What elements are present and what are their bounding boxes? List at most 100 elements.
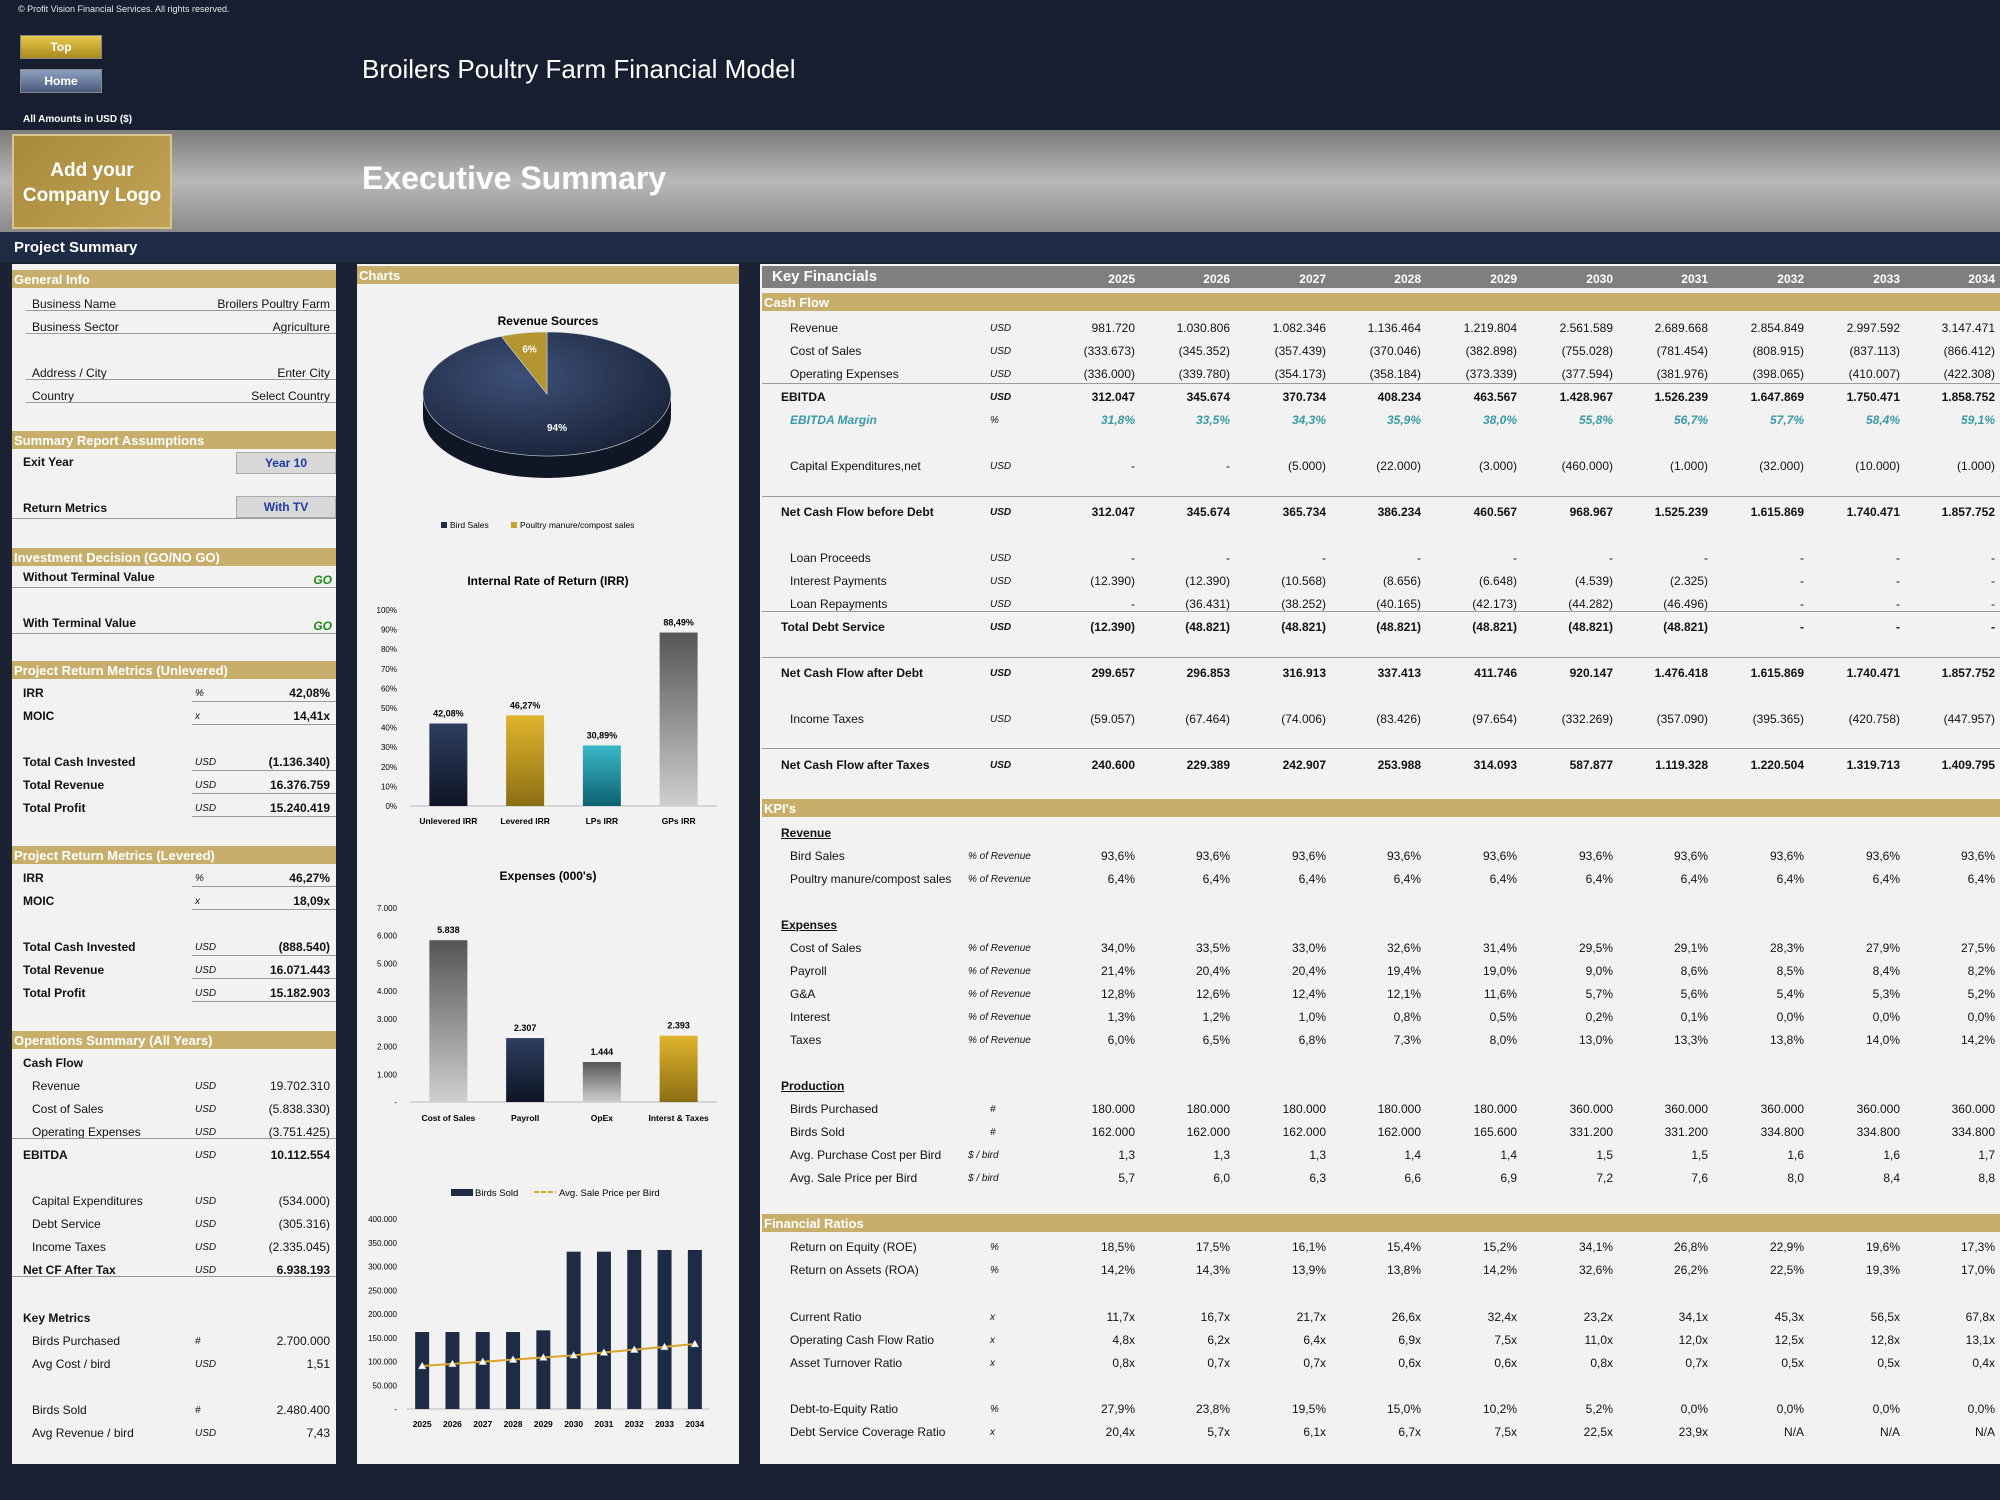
pie-slice-manure-sales (500, 331, 548, 395)
kf-cell: 6,2x (1207, 1333, 1230, 1347)
birds-chart-year-label: 2031 (594, 1419, 613, 1429)
kf-cell: 10,2% (1482, 1402, 1517, 1416)
unlevered-row-unit: USD (195, 780, 217, 791)
birds-chart-year-label: 2028 (504, 1419, 523, 1429)
legend-label-bird-sales: Bird Sales (450, 520, 489, 530)
divider-line (192, 770, 336, 771)
kf-cell: 312.047 (1091, 505, 1135, 519)
kf-cell: (2.325) (1669, 574, 1708, 588)
kf-cell: 460.567 (1473, 505, 1517, 519)
investment-decision-header: Investment Decision (GO/NO GO) (12, 548, 336, 566)
kf-cell: 93,6% (1673, 849, 1708, 863)
kf-cell: (97.654) (1472, 712, 1517, 726)
kf-cell: (12.390) (1185, 574, 1230, 588)
divider-line (192, 816, 336, 817)
kf-cell: 34,1x (1678, 1310, 1708, 1324)
return-metrics-select[interactable]: With TV (236, 496, 336, 518)
kf-cell: 56,5x (1870, 1310, 1900, 1324)
kf-row-unit: x (990, 1335, 995, 1346)
irr-chart-y-tick: 100% (377, 606, 397, 615)
kf-cell: 1.136.464 (1367, 321, 1421, 335)
key-metric-row-value: 2.700.000 (276, 1334, 330, 1348)
kf-cell: 165.600 (1473, 1125, 1517, 1139)
kf-row-label: Avg. Purchase Cost per Bird (790, 1148, 942, 1162)
assumptions-header: Summary Report Assumptions (12, 431, 336, 449)
year-header: 2028 (1394, 272, 1421, 286)
kf-cell: 38,0% (1482, 413, 1517, 427)
kf-cell: 19,5% (1291, 1402, 1326, 1416)
kf-cell: 0,6x (1494, 1356, 1517, 1370)
divider-line (12, 1276, 336, 1277)
kf-cell: 21,4% (1100, 964, 1135, 978)
kf-cell: (12.390) (1090, 574, 1135, 588)
kf-cell: (382.898) (1465, 344, 1517, 358)
kf-row-label: Net Cash Flow after Debt (781, 666, 924, 680)
kf-cell: 12,5x (1774, 1333, 1804, 1347)
kf-row-unit: USD (990, 461, 1012, 472)
kf-cell: 14,2% (1482, 1263, 1517, 1277)
kf-cell: (42.173) (1472, 597, 1517, 611)
kf-cell: 1,4 (1404, 1148, 1421, 1162)
kf-cell: 6,9 (1500, 1171, 1517, 1185)
kf-cell: - (1226, 551, 1230, 565)
kf-row-unit: USD (990, 507, 1012, 518)
kf-cell: 1,5 (1596, 1148, 1613, 1162)
kf-cell: 13,8% (1386, 1263, 1421, 1277)
kf-cell: 93,6% (1386, 849, 1421, 863)
birds-chart-year-label: 2032 (625, 1419, 644, 1429)
kf-cell: 7,5x (1494, 1425, 1517, 1439)
kf-row-unit: x (990, 1427, 995, 1438)
kf-cell: 20,4x (1105, 1425, 1135, 1439)
kf-cell: 93,6% (1769, 849, 1804, 863)
kf-cell: 229.389 (1186, 758, 1230, 772)
kf-cell: 1.750.471 (1846, 390, 1900, 404)
top-button[interactable]: Top (20, 35, 102, 59)
key-metric-row-value: 1,51 (306, 1357, 330, 1371)
irr-chart-title: Internal Rate of Return (IRR) (467, 574, 628, 588)
unlevered-row-value: 42,08% (289, 686, 330, 700)
kf-cell: 1,7 (1978, 1148, 1995, 1162)
business-name-label: Business Name (32, 297, 117, 311)
kf-cell: 7,5x (1494, 1333, 1517, 1347)
kf-row-unit: USD (990, 553, 1012, 564)
avg-price-marker (448, 1359, 457, 1368)
kf-cell: 6,4% (1967, 872, 1995, 886)
company-logo-placeholder[interactable]: Add your Company Logo (12, 134, 172, 229)
irr-chart-category-label: Levered IRR (500, 816, 550, 826)
kf-cell: 6,1x (1303, 1425, 1326, 1439)
irr-chart-data-label: 88,49% (663, 618, 694, 628)
home-button[interactable]: Home (20, 69, 102, 93)
kf-cell: - (1800, 551, 1804, 565)
kf-cell: 1,4 (1500, 1148, 1517, 1162)
year-header: 2027 (1299, 272, 1326, 286)
logo-line-1: Add your (50, 160, 134, 181)
kf-cell: 93,6% (1578, 849, 1613, 863)
kf-cell: 1.740.471 (1846, 666, 1900, 680)
avg-price-marker (599, 1348, 609, 1356)
exit-year-select[interactable]: Year 10 (236, 452, 336, 474)
kpi-subheader: Expenses (781, 918, 838, 932)
kf-cell: (48.821) (1663, 620, 1708, 634)
kf-cell: 6,4% (1585, 872, 1613, 886)
kf-cell: (377.594) (1561, 367, 1613, 381)
kf-cell: - (1131, 551, 1135, 565)
kf-cell: 981.720 (1091, 321, 1135, 335)
kf-cell: - (1226, 459, 1230, 473)
kpis-section-header: KPI's (762, 799, 2000, 817)
kf-cell: 18,5% (1100, 1240, 1135, 1254)
avg-price-marker (629, 1345, 639, 1353)
kf-cell: 29,1% (1673, 941, 1708, 955)
unlevered-row-value: 16.376.759 (269, 778, 330, 792)
divider-line (192, 978, 336, 979)
operations-row-unit: USD (195, 1150, 217, 1161)
kf-cell: (74.006) (1281, 712, 1326, 726)
kf-cell: 7,2 (1596, 1171, 1613, 1185)
kf-cell: (8.656) (1382, 574, 1421, 588)
kf-cell: 5,2% (1967, 987, 1995, 1001)
operations-row-value: (5.838.330) (268, 1102, 330, 1116)
kf-cell: (48.821) (1185, 620, 1230, 634)
kf-cell: 1,3 (1309, 1148, 1326, 1162)
kf-cell: (10.000) (1855, 459, 1900, 473)
key-metric-row-unit: USD (195, 1428, 217, 1439)
kf-cell: 180.000 (1473, 1102, 1517, 1116)
